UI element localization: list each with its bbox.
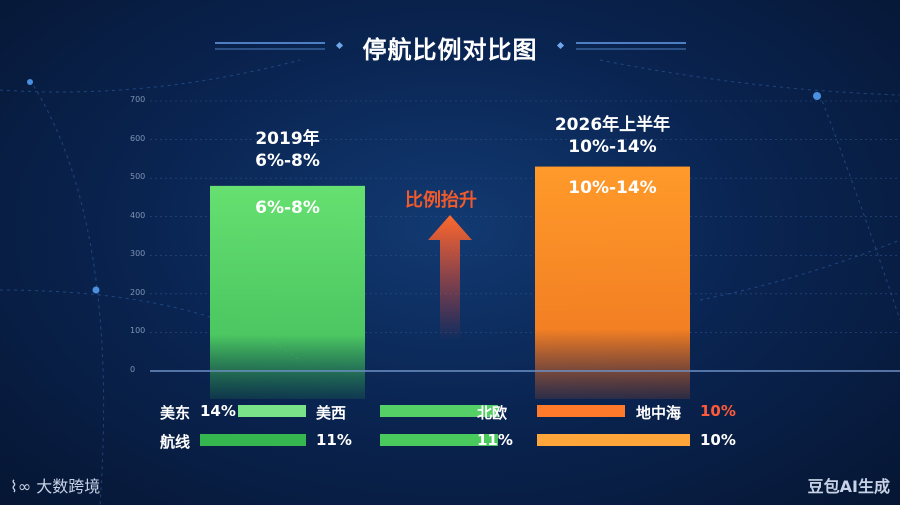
watermark-left: ⌇∞ 大数跨境 bbox=[10, 473, 100, 497]
y-tick-400: 400 bbox=[130, 210, 146, 220]
legend-swatch-med bbox=[537, 405, 625, 417]
category-2019: 2019年 bbox=[255, 129, 320, 149]
bar-label-2019: 2019年 6%-8% bbox=[210, 128, 365, 172]
legend-swatch-neu bbox=[380, 405, 498, 417]
rise-annotation: 比例抬升 bbox=[405, 190, 477, 211]
legend-swatches bbox=[200, 405, 690, 446]
bar-label-2026: 2026年上半年 10%-14% bbox=[535, 114, 690, 158]
y-tick-500: 500 bbox=[130, 172, 146, 182]
title-decor bbox=[215, 41, 686, 50]
y-tick-300: 300 bbox=[130, 249, 146, 259]
legend-swatch-2a bbox=[200, 434, 306, 446]
range-2026: 10%-14% bbox=[568, 137, 657, 157]
y-tick-100: 100 bbox=[130, 326, 146, 336]
legend-row2-value-2: 11% bbox=[477, 431, 513, 449]
legend-us-east-value: 14% bbox=[200, 402, 236, 420]
legend-us-west: 美西 bbox=[316, 404, 347, 422]
legend-swatch-usw bbox=[238, 405, 306, 417]
legend-row2-value-3: 10% bbox=[700, 431, 736, 449]
legend-mediterranean-value: 10% bbox=[700, 402, 736, 420]
watermark-right: 豆包AI生成 bbox=[807, 477, 890, 496]
watermark-left-icon: ⌇∞ bbox=[10, 477, 32, 496]
y-tick-200: 200 bbox=[130, 287, 146, 297]
legend-swatch-2c bbox=[537, 434, 690, 446]
chart-title: 停航比例对比图 bbox=[362, 36, 538, 64]
rise-arrow bbox=[428, 215, 472, 340]
legend-row2-value-1: 11% bbox=[316, 431, 352, 449]
bar-1 bbox=[535, 166, 690, 399]
watermark-left-text: 大数跨境 bbox=[36, 477, 101, 496]
legend-route: 航线 bbox=[160, 433, 191, 451]
legend-swatch-2b bbox=[380, 434, 498, 446]
legend-mediterranean: 地中海 bbox=[636, 404, 682, 422]
y-tick-700: 700 bbox=[130, 95, 146, 104]
legend-us-east: 美东 bbox=[160, 404, 191, 422]
bar-0 bbox=[210, 185, 365, 399]
bars-layer bbox=[210, 166, 690, 399]
y-tick-0: 0 bbox=[130, 365, 136, 374]
category-2026: 2026年上半年 bbox=[554, 115, 671, 135]
bar-inner-label-2026: 10%-14% bbox=[568, 178, 657, 198]
legend-north-europe: 北欧 bbox=[477, 404, 508, 422]
y-tick-600: 600 bbox=[130, 133, 146, 143]
range-2019: 6%-8% bbox=[255, 151, 320, 171]
bar-inner-label-2019: 6%-8% bbox=[255, 198, 320, 218]
